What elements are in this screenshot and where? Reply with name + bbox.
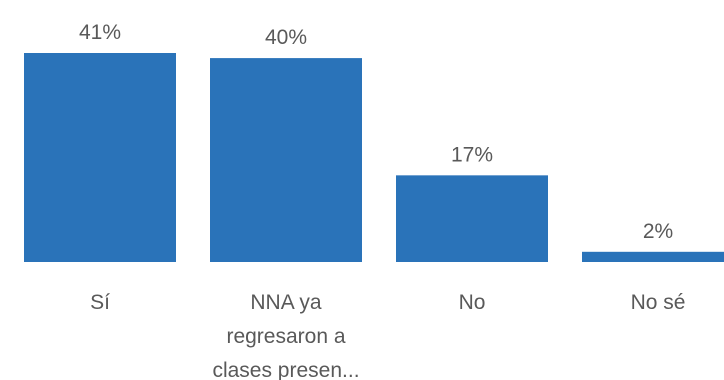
category-label-line: NNA ya bbox=[250, 291, 322, 314]
category-label-line: Sí bbox=[90, 291, 110, 314]
category-labels-group: Sí NNA ya regresaron a clases presen... No No… bbox=[90, 291, 685, 380]
category-label-line: No sé bbox=[631, 291, 686, 314]
bar-3 bbox=[582, 251, 724, 262]
value-label-2: 17% bbox=[451, 143, 493, 166]
category-label-3: No sé bbox=[631, 291, 686, 314]
category-label-1: NNA ya regresaron a clases presen... bbox=[212, 291, 359, 380]
value-label-3: 2% bbox=[643, 220, 673, 243]
bar-0 bbox=[24, 53, 176, 262]
value-label-0: 41% bbox=[79, 21, 121, 44]
category-label-line: clases presen... bbox=[212, 359, 359, 380]
bar-2 bbox=[396, 175, 548, 262]
category-label-0: Sí bbox=[90, 291, 110, 314]
value-label-1: 40% bbox=[265, 26, 307, 49]
bar-1 bbox=[210, 58, 362, 262]
category-label-2: No bbox=[459, 291, 486, 314]
category-label-line: regresaron a bbox=[226, 325, 345, 348]
bars-group bbox=[24, 53, 724, 262]
category-label-line: No bbox=[459, 291, 486, 314]
value-labels-group: 41% 40% 17% 2% bbox=[79, 21, 673, 243]
